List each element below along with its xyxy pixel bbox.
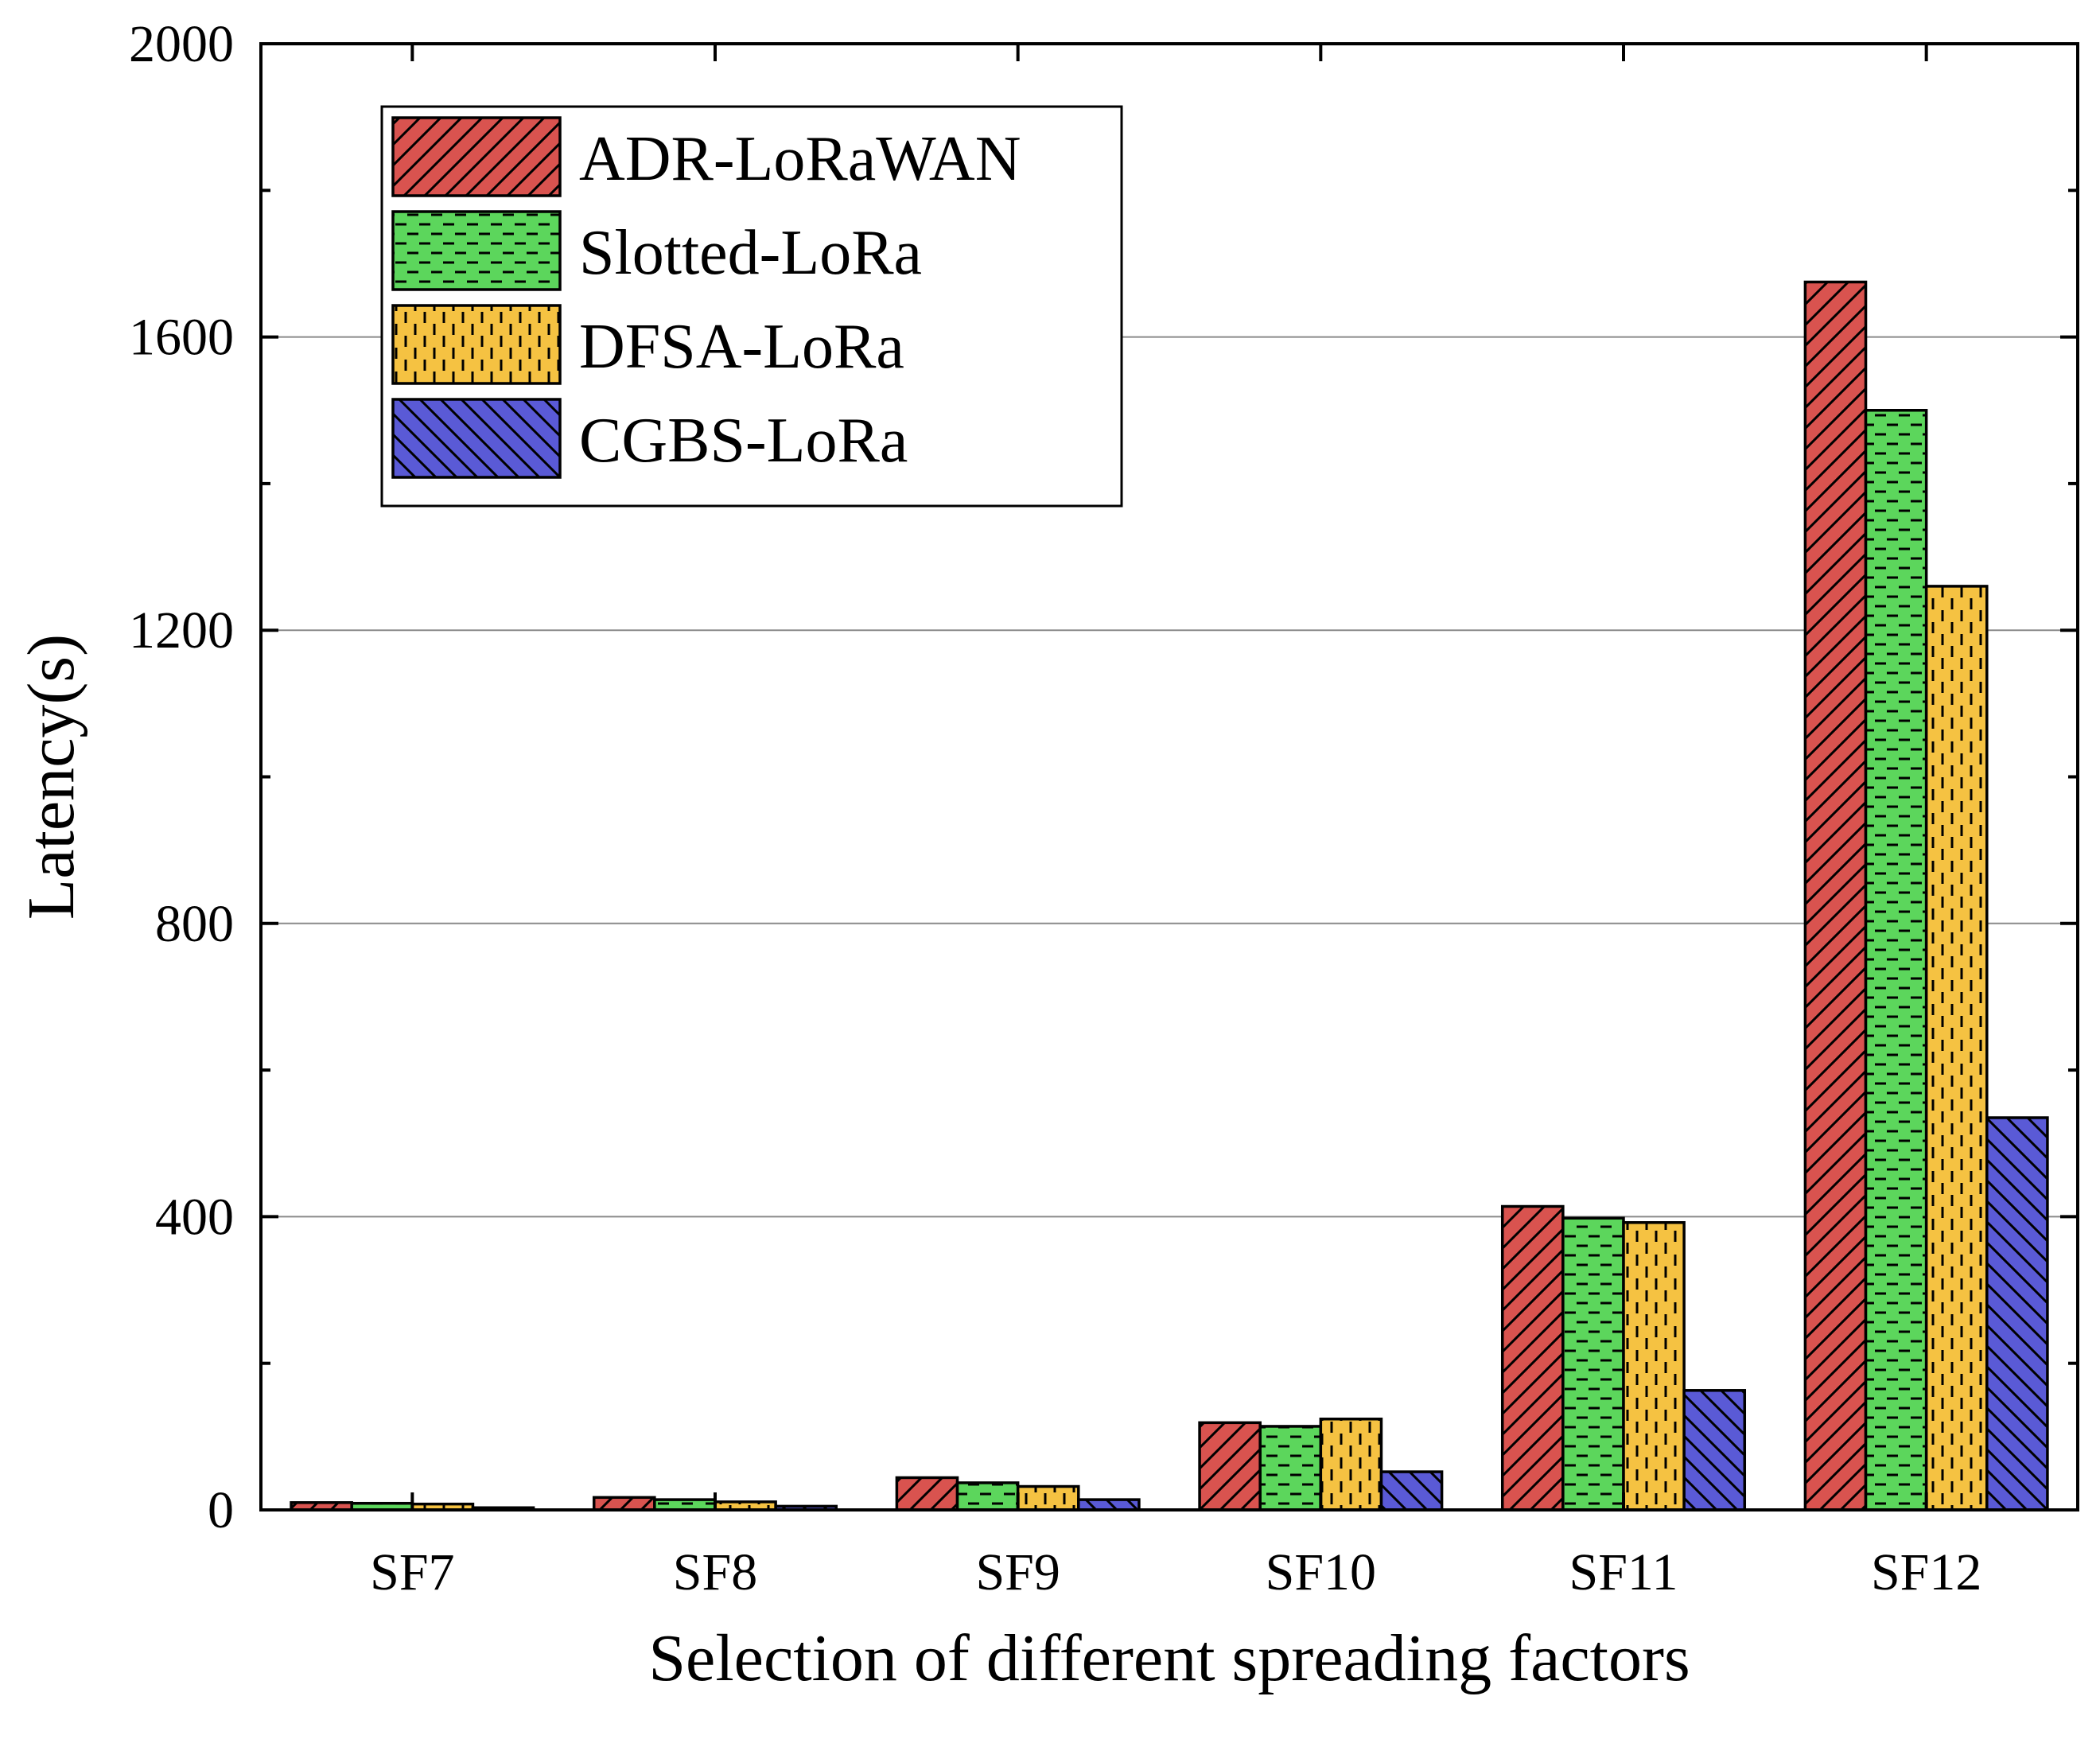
legend-label: DFSA-LoRa — [579, 312, 904, 382]
bar-dfsa-lora-sf9 — [1016, 1484, 1080, 1512]
bar-cgbs-lora-sf11 — [1682, 1389, 1747, 1512]
bar-dfsa-lora-sf12 — [1924, 585, 1989, 1512]
x-tick-label: SF11 — [1569, 1543, 1678, 1601]
legend: ADR-LoRaWAN Slotted-LoRa DFSA-LoRa CGBS-LoR… — [380, 105, 1123, 508]
legend-swatch — [391, 398, 562, 479]
bar-slotted-lora-sf11 — [1561, 1216, 1625, 1512]
y-tick-label: 2000 — [129, 15, 234, 73]
axis-ticks: 0 400 800 1200 1600 2000 SF7 SF8 SF9 SF10 SF11 SF12 — [129, 15, 2078, 1601]
legend-label: ADR-LoRaWAN — [579, 124, 1021, 194]
x-tick-label: SF8 — [673, 1543, 757, 1601]
x-tick-label: SF12 — [1871, 1543, 1981, 1601]
bar-adr-lorawan-sf12 — [1803, 280, 1868, 1512]
y-axis-title: Latency(s) — [14, 634, 88, 920]
x-axis-title: Selection of different spreading factors — [648, 1621, 1690, 1695]
bar-dfsa-lora-sf10 — [1319, 1417, 1383, 1512]
bar-cgbs-lora-sf12 — [1985, 1116, 2049, 1512]
x-tick-label: SF10 — [1266, 1543, 1376, 1601]
y-tick-label: 0 — [208, 1481, 234, 1539]
bar-adr-lorawan-sf9 — [895, 1476, 959, 1512]
x-tick-label: SF9 — [975, 1543, 1060, 1601]
bar-adr-lorawan-sf11 — [1500, 1204, 1565, 1512]
legend-swatch — [391, 210, 562, 291]
bar-slotted-lora-sf10 — [1258, 1425, 1323, 1512]
bar-adr-lorawan-sf8 — [592, 1496, 656, 1512]
bar-dfsa-lora-sf11 — [1622, 1221, 1686, 1512]
legend-label: CGBS-LoRa — [579, 406, 908, 476]
bar-slotted-lora-sf12 — [1864, 409, 1928, 1512]
bar-cgbs-lora-sf10 — [1379, 1470, 1444, 1512]
legend-label: Slotted-LoRa — [579, 218, 922, 288]
legend-swatch — [391, 304, 562, 385]
y-tick-label: 800 — [155, 895, 234, 953]
bar-slotted-lora-sf9 — [955, 1481, 1020, 1512]
bar-adr-lorawan-sf10 — [1198, 1421, 1262, 1512]
x-tick-label: SF7 — [370, 1543, 454, 1601]
y-tick-label: 1200 — [129, 601, 234, 659]
y-tick-label: 400 — [155, 1188, 234, 1246]
y-tick-label: 1600 — [129, 309, 234, 367]
legend-swatch — [391, 116, 562, 197]
